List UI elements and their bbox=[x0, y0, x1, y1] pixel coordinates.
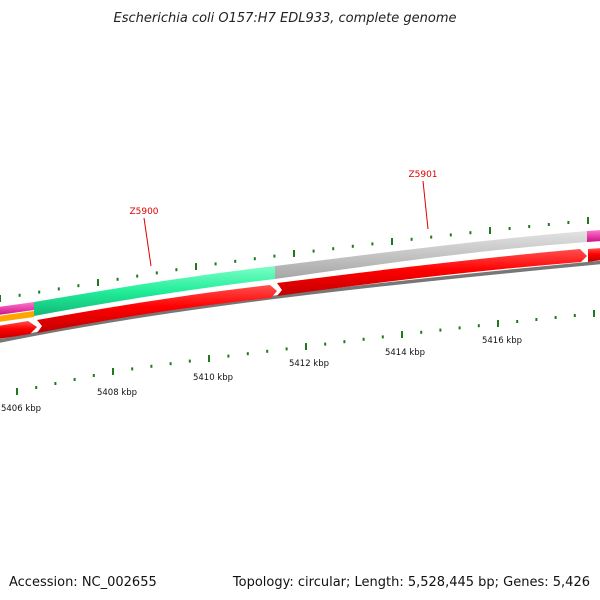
cds-arrow bbox=[277, 249, 587, 296]
scale-label: 5410 kbp bbox=[193, 373, 233, 383]
inner-major-ticks bbox=[16, 310, 595, 395]
scale-label: 5412 kbp bbox=[289, 359, 329, 369]
genome-summary-text: Topology: circular; Length: 5,528,445 bp… bbox=[232, 575, 590, 590]
scale-label: 5414 kbp bbox=[385, 348, 425, 358]
cds-arrow bbox=[37, 285, 277, 333]
inner-minor-ticks bbox=[35, 314, 576, 389]
outer-major-ticks bbox=[0, 217, 589, 302]
accession-text: Accession: NC_002655 bbox=[9, 575, 157, 590]
feature-block-orange-left bbox=[0, 311, 34, 322]
outer-minor-ticks bbox=[18, 221, 570, 297]
feature-block-magenta-left bbox=[0, 302, 34, 315]
scale-label: 5416 kbp bbox=[482, 336, 522, 346]
gene-label-leader bbox=[143, 217, 152, 267]
gene-label-z5901: Z5901 bbox=[408, 170, 437, 180]
feature-block-magenta-right bbox=[587, 230, 600, 242]
scale-label: 5408 kbp bbox=[97, 388, 137, 398]
map-title: Escherichia coli O157:H7 EDL933, complet… bbox=[114, 11, 457, 26]
gene-label-leader bbox=[422, 180, 429, 230]
cds-arrow bbox=[588, 248, 600, 262]
feature-block-green bbox=[34, 266, 275, 316]
genome-backbone bbox=[0, 260, 600, 343]
scale-label: 5406 kbp bbox=[1, 404, 41, 414]
gene-label-z5900: Z5900 bbox=[129, 207, 158, 217]
feature-block-gray bbox=[275, 231, 587, 279]
cds-arrow bbox=[0, 321, 37, 339]
